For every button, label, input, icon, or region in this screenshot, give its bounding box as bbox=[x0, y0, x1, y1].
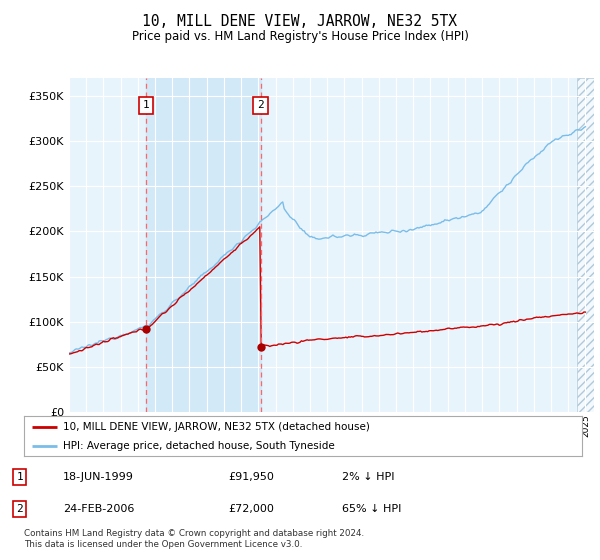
Text: HPI: Average price, detached house, South Tyneside: HPI: Average price, detached house, Sout… bbox=[63, 441, 335, 451]
Text: 2: 2 bbox=[16, 504, 23, 514]
Text: Contains HM Land Registry data © Crown copyright and database right 2024.
This d: Contains HM Land Registry data © Crown c… bbox=[24, 529, 364, 549]
Text: 2: 2 bbox=[257, 100, 264, 110]
Text: Price paid vs. HM Land Registry's House Price Index (HPI): Price paid vs. HM Land Registry's House … bbox=[131, 30, 469, 43]
Text: £72,000: £72,000 bbox=[228, 504, 274, 514]
Text: £91,950: £91,950 bbox=[228, 472, 274, 482]
Text: 10, MILL DENE VIEW, JARROW, NE32 5TX: 10, MILL DENE VIEW, JARROW, NE32 5TX bbox=[143, 14, 458, 29]
Text: 1: 1 bbox=[16, 472, 23, 482]
Text: 1: 1 bbox=[142, 100, 149, 110]
Bar bbox=[577, 78, 594, 412]
Text: 2% ↓ HPI: 2% ↓ HPI bbox=[342, 472, 395, 482]
Text: 24-FEB-2006: 24-FEB-2006 bbox=[63, 504, 134, 514]
Text: 18-JUN-1999: 18-JUN-1999 bbox=[63, 472, 134, 482]
Text: 10, MILL DENE VIEW, JARROW, NE32 5TX (detached house): 10, MILL DENE VIEW, JARROW, NE32 5TX (de… bbox=[63, 422, 370, 432]
Bar bbox=[146, 78, 261, 412]
Bar bbox=[577, 78, 594, 412]
Text: 65% ↓ HPI: 65% ↓ HPI bbox=[342, 504, 401, 514]
